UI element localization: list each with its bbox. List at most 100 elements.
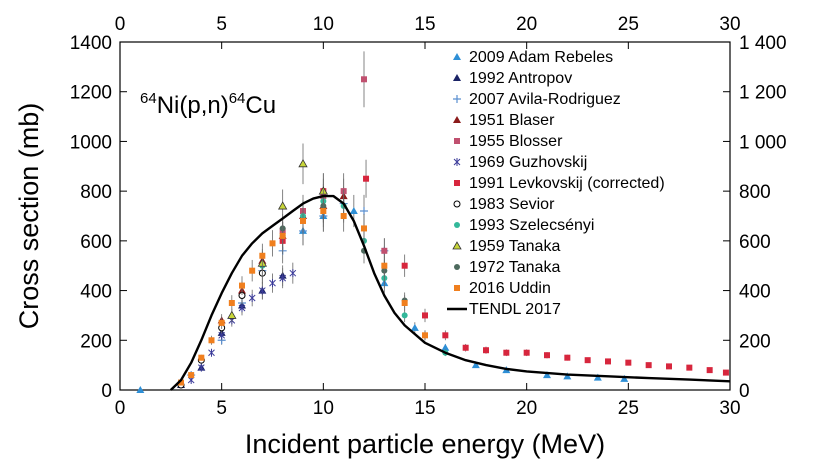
y-tick-label-left: 1200 — [70, 83, 112, 104]
data-point — [503, 349, 510, 356]
data-point — [320, 208, 327, 215]
data-point — [620, 374, 629, 382]
data-point — [227, 310, 237, 319]
reaction-label: 64Ni(p,n)64Cu — [140, 90, 276, 119]
data-point — [401, 300, 408, 306]
data-point — [462, 344, 469, 351]
data-point — [300, 217, 306, 224]
data-point — [722, 369, 729, 376]
y-tick-label-right: 0 — [739, 381, 750, 402]
data-point — [584, 357, 591, 364]
data-point — [645, 362, 652, 369]
data-point — [269, 279, 276, 288]
legend-marker — [454, 138, 460, 144]
legend-label: 2007 Avila-Rodriguez — [469, 91, 621, 108]
data-point — [563, 372, 572, 380]
data-point — [410, 323, 419, 331]
x-tick-label-bottom: 15 — [414, 398, 435, 419]
data-point — [361, 225, 367, 232]
x-tick-label-bottom: 25 — [618, 398, 639, 419]
data-point — [605, 358, 611, 365]
data-point — [239, 282, 245, 289]
data-point — [422, 332, 428, 339]
legend-marker — [453, 200, 461, 208]
data-point — [289, 269, 297, 278]
legend-label: 2009 Adam Rebeles — [469, 49, 613, 66]
legend-marker — [453, 53, 461, 60]
tendl-curve — [169, 194, 731, 391]
x-tick-label-top: 10 — [313, 14, 334, 35]
legend-marker — [454, 264, 460, 270]
legend-label: 1951 Blaser — [469, 112, 555, 129]
reaction-text-2: Cu — [245, 92, 276, 119]
x-tick-label-bottom: 0 — [115, 398, 126, 419]
legend-marker — [453, 158, 461, 166]
data-point — [441, 343, 450, 351]
data-point — [248, 294, 256, 303]
legend-label: 1955 Blosser — [469, 133, 563, 150]
data-point — [544, 352, 550, 359]
legend-label: 1969 Guzhovskij — [469, 154, 587, 171]
series-6 — [279, 159, 729, 376]
data-point — [706, 367, 713, 374]
data-point — [625, 359, 632, 366]
data-point — [277, 201, 288, 210]
data-point — [360, 207, 368, 216]
x-tick-label-top: 25 — [618, 14, 639, 35]
x-tick-label-bottom: 20 — [516, 398, 537, 419]
y-tick-label-left: 800 — [80, 182, 112, 203]
legend-marker — [453, 74, 461, 81]
data-point — [279, 232, 286, 239]
data-point — [298, 158, 308, 168]
data-point — [686, 364, 693, 371]
y-tick-label-left: 400 — [80, 282, 112, 303]
legend-marker — [454, 285, 460, 291]
data-point — [543, 371, 551, 379]
data-point — [401, 312, 408, 319]
data-point — [269, 240, 276, 247]
y-tick-label-right: 200 — [739, 331, 771, 352]
legend-label: 1983 Sevior — [469, 196, 555, 213]
series-11 — [178, 194, 428, 386]
data-point — [564, 354, 571, 361]
reaction-mass-1: 64 — [140, 90, 157, 107]
legend-marker — [454, 222, 460, 228]
x-tick-label-top: 20 — [516, 14, 537, 35]
data-series — [136, 51, 731, 393]
data-point — [197, 363, 205, 372]
data-point — [422, 312, 428, 319]
data-point — [238, 303, 246, 312]
legend-label: 1959 Tanaka — [469, 238, 560, 255]
y-tick-label-left: 0 — [101, 381, 112, 402]
data-point — [249, 267, 256, 274]
reaction-mass-2: 64 — [229, 90, 246, 107]
data-point — [381, 247, 388, 254]
x-tick-label-top: 15 — [414, 14, 435, 35]
legend-label: 1991 Levkovskij (corrected) — [469, 175, 665, 192]
data-point — [471, 361, 480, 369]
data-point — [198, 354, 205, 361]
y-tick-label-right: 1 400 — [739, 33, 787, 54]
data-point — [228, 300, 235, 306]
x-tick-label-bottom: 10 — [313, 398, 334, 419]
data-point — [208, 337, 215, 344]
y-axis-title: Cross section (mb) — [14, 103, 44, 330]
series-12 — [169, 194, 731, 391]
y-tick-label-right: 1 200 — [739, 83, 787, 104]
legend-marker — [452, 241, 462, 250]
data-point — [188, 372, 195, 379]
legend-label: 2016 Uddin — [469, 280, 551, 297]
data-point — [208, 348, 215, 357]
x-tick-label-bottom: 5 — [216, 398, 227, 419]
x-tick-label-top: 0 — [115, 14, 126, 35]
data-point — [401, 262, 408, 269]
data-point — [258, 286, 266, 295]
data-point — [666, 363, 672, 370]
data-point — [349, 207, 358, 215]
data-point — [340, 213, 347, 219]
data-point — [361, 76, 367, 83]
data-point — [279, 274, 287, 283]
x-tick-label-top: 30 — [719, 14, 740, 35]
